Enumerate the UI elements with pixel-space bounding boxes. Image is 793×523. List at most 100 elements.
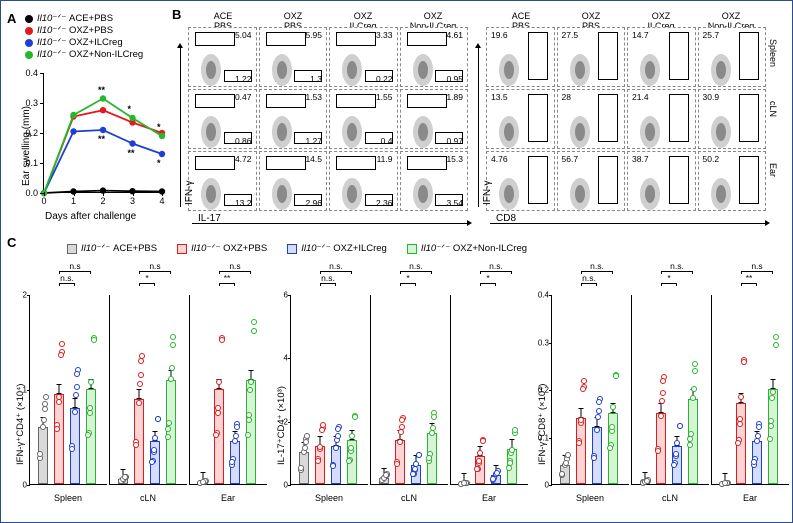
bar-group-ylabel: IFN-γ⁺CD8⁺ (×10⁴) <box>537 384 548 465</box>
sig-marker: ** <box>98 85 105 95</box>
data-point <box>461 480 467 486</box>
legend-item: Il10⁻ᐟ⁻ OXZ+PBS <box>177 243 267 254</box>
facs-value: 1.89 <box>446 92 463 102</box>
data-point <box>480 438 486 444</box>
facs-plot: 14.52.96 <box>259 151 328 211</box>
data-point <box>690 395 696 401</box>
data-point <box>72 409 78 415</box>
data-point <box>40 424 46 430</box>
data-point <box>346 458 352 464</box>
data-point <box>563 460 569 466</box>
data-point <box>85 432 91 438</box>
sig-label: n.s. <box>575 273 603 283</box>
xtick-label: 4 <box>159 196 164 206</box>
bar-plot: **n.s <box>711 295 789 485</box>
bar-ytick: 0.2 <box>538 386 549 395</box>
facs-value: 13.5 <box>491 92 508 102</box>
data-point <box>219 337 225 343</box>
sig-label: * <box>474 273 502 283</box>
data-point <box>74 384 80 390</box>
facs-value: 13.2 <box>235 198 252 208</box>
facs-plot: 4.76 <box>486 151 555 211</box>
bar-xlabel: Spleen <box>551 493 629 503</box>
data-point <box>426 455 432 461</box>
bar-mini: *n.s.cLN <box>370 295 448 503</box>
facs-value: 1.27 <box>305 136 322 146</box>
data-point <box>229 459 235 465</box>
data-point <box>399 424 405 430</box>
facs-value: 0.86 <box>235 136 252 146</box>
facs-value: 3.33 <box>376 30 393 40</box>
legend-item: Il10⁻ᐟ⁻ OXZ+ILCreg <box>25 37 143 49</box>
data-point <box>246 417 252 423</box>
bar-plot: **n.s <box>189 295 267 485</box>
bar-ytick: 0 <box>284 481 288 490</box>
data-point <box>580 386 586 392</box>
facs-plot: 27.5 <box>557 27 626 87</box>
data-point <box>304 433 310 439</box>
facs-plot: 5.041.22 <box>188 27 257 87</box>
facs-value: 21.4 <box>632 92 649 102</box>
facs-value: 11.9 <box>377 154 393 164</box>
facs-value: 5.95 <box>305 30 322 40</box>
legend-text: Il10⁻ᐟ⁻ OXZ+Non-ILCreg <box>421 243 527 254</box>
facs-value: 1.3 <box>310 74 322 84</box>
bar <box>576 418 586 485</box>
facs-value: 56.7 <box>562 154 579 164</box>
bar-plot: *n.s. <box>631 295 709 485</box>
facs-value: 2.36 <box>376 198 393 208</box>
data-point <box>41 417 47 423</box>
bar-plot: *n.s. <box>370 295 448 485</box>
data-point <box>397 439 403 445</box>
facs-plot: 30.9 <box>698 89 767 149</box>
panel-a: A Il10⁻ᐟ⁻ ACE+PBSIl10⁻ᐟ⁻ OXZ+PBSIl10⁻ᐟ⁻ … <box>7 11 169 221</box>
data-point <box>613 373 619 379</box>
panel-b-label: B <box>172 7 181 22</box>
sig-label: * <box>394 273 422 283</box>
bar-plot: *n.s. <box>450 295 528 485</box>
legend-text: Il10⁻ᐟ⁻ OXZ+PBS <box>37 25 113 37</box>
data-point <box>773 342 779 348</box>
facs-value: 3.54 <box>446 198 463 208</box>
ytick-label: 0.4 <box>25 68 38 78</box>
data-point <box>722 480 728 486</box>
sig-marker: * <box>157 158 161 168</box>
data-point <box>474 466 480 472</box>
data-point <box>687 436 693 442</box>
bar <box>54 394 64 484</box>
facs-plot: 15.33.54 <box>400 151 469 211</box>
facs-plot: 13.5 <box>486 89 555 149</box>
data-point <box>87 410 93 416</box>
data-point <box>410 471 416 477</box>
bar-ytick: 0.4 <box>538 291 549 300</box>
legend-item: Il10⁻ᐟ⁻ ACE+PBS <box>67 243 157 254</box>
legend-text: Il10⁻ᐟ⁻ OXZ+PBS <box>191 243 267 254</box>
facs-row-label: cLN <box>768 101 778 117</box>
facs-value: 27.5 <box>562 30 579 40</box>
data-point <box>58 352 64 358</box>
data-point <box>91 337 97 343</box>
legend-item: Il10⁻ᐟ⁻ OXZ+Non-ILCreg <box>25 49 143 61</box>
data-point <box>735 440 741 446</box>
data-point <box>333 445 339 451</box>
facs-right-grid: 19.627.514.725.713.52821.430.94.7656.738… <box>486 27 766 211</box>
bar-xlabel: cLN <box>631 493 709 503</box>
data-point <box>507 460 513 466</box>
sig-label: n.s. <box>314 261 358 271</box>
data-point <box>610 404 616 410</box>
data-point <box>512 427 518 433</box>
data-point <box>692 368 698 374</box>
data-point <box>151 447 157 453</box>
axis-arrow-v <box>478 47 479 207</box>
sig-marker: ** <box>98 134 105 144</box>
data-point <box>213 432 219 438</box>
data-point <box>170 334 176 340</box>
bar-plot: 012n.s.n.s <box>29 295 107 485</box>
data-point <box>674 440 680 446</box>
facs-right-yaxis: IFN-γ <box>482 181 493 205</box>
legend-text: Il10⁻ᐟ⁻ ACE+PBS <box>37 13 113 25</box>
facs-value: 14.5 <box>305 154 322 164</box>
sig-label: ** <box>213 273 241 283</box>
data-point <box>122 474 128 480</box>
data-point <box>149 459 155 465</box>
